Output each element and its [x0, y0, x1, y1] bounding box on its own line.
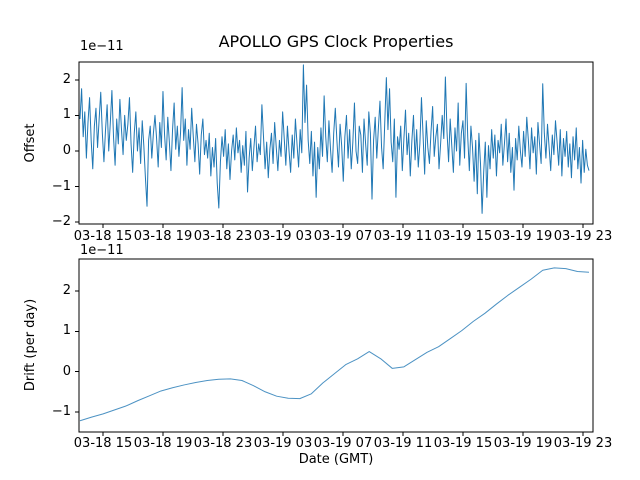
- y-tick-label: 1: [62, 107, 71, 123]
- x-tick-label: 03-18 19: [133, 436, 193, 451]
- x-tick-label: 03-19 03: [253, 229, 313, 244]
- x-tick-label: 03-19 11: [373, 436, 433, 451]
- y-tick-label: 1: [62, 323, 71, 339]
- chart-title: APOLLO GPS Clock Properties: [218, 32, 454, 51]
- x-tick-label: 03-19 11: [373, 229, 433, 244]
- x-tick-label: 03-19 19: [493, 229, 553, 244]
- offset-scale-label-top: 1e−11: [80, 39, 124, 54]
- x-tick-label: 03-19 23: [553, 436, 613, 451]
- x-tick-label: 03-18 19: [133, 229, 193, 244]
- x-tick-label: 03-19 19: [493, 436, 553, 451]
- y-tick-label: −1: [51, 178, 71, 194]
- x-tick-label: 03-19 15: [433, 229, 493, 244]
- y-tick-label: 2: [62, 283, 71, 299]
- x-tick-label: 03-19 07: [313, 229, 373, 244]
- y-axis-label-offset: Offset: [22, 123, 38, 163]
- x-tick-label: 03-19 07: [313, 436, 373, 451]
- x-tick-label: 03-18 23: [193, 436, 253, 451]
- x-tick-label: 03-18 23: [193, 229, 253, 244]
- x-tick-label: 03-19 23: [553, 229, 613, 244]
- x-tick-label: 03-19 15: [433, 436, 493, 451]
- y-tick-label: 2: [62, 71, 71, 87]
- y-axis-label-drift: Drift (per day): [22, 298, 38, 392]
- x-axis-label: Date (GMT): [298, 452, 374, 467]
- y-tick-label: −1: [51, 403, 71, 419]
- y-tick-label: 0: [62, 363, 71, 379]
- x-tick-label: 03-18 15: [73, 436, 133, 451]
- x-tick-label: 03-18 15: [73, 229, 133, 244]
- y-tick-label: −2: [51, 214, 71, 230]
- y-tick-label: 0: [62, 142, 71, 158]
- x-tick-label: 03-19 03: [253, 436, 313, 451]
- offset-scale-label-bottom: 1e−11: [80, 243, 124, 258]
